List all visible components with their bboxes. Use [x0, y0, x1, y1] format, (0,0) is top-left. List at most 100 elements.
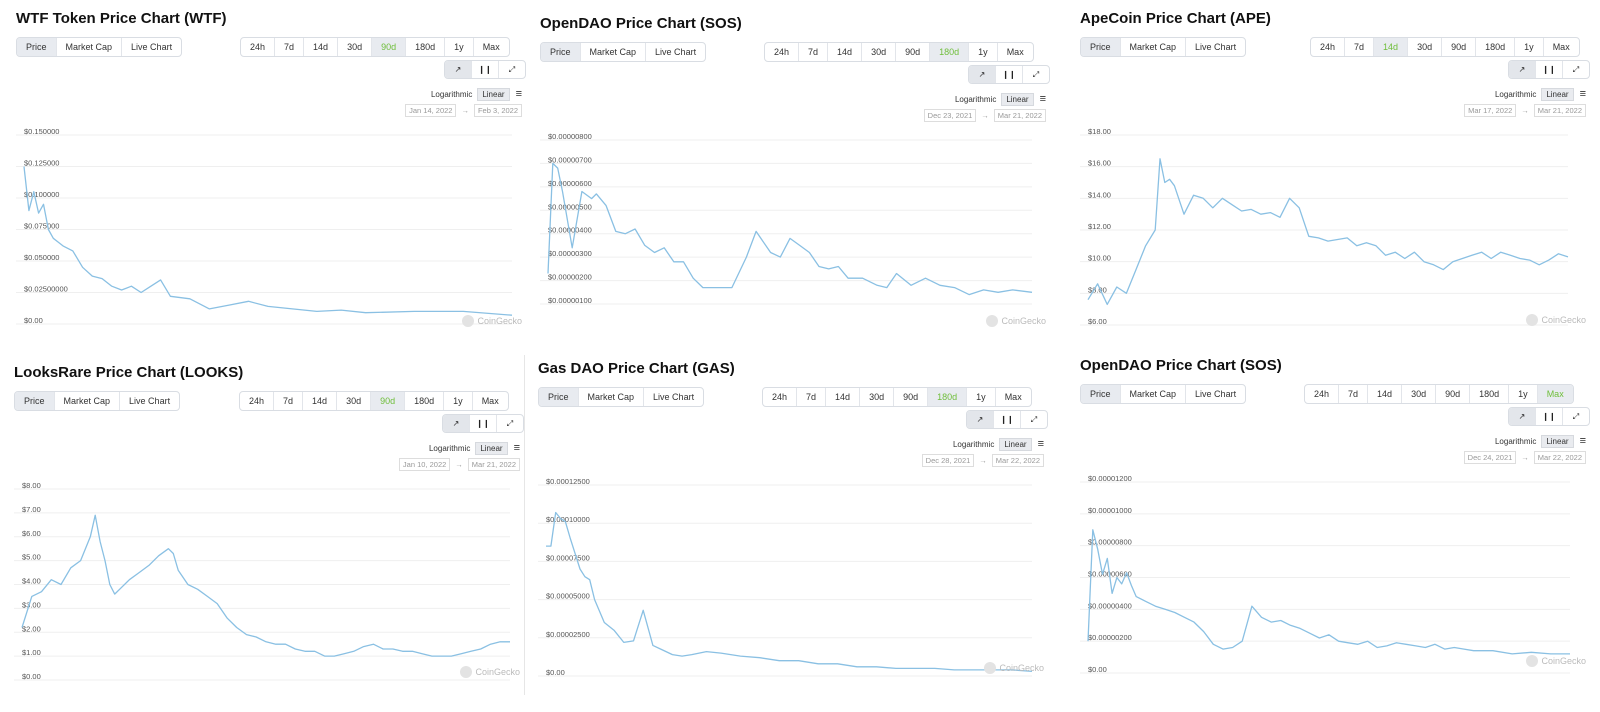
range-90d-button[interactable]: 90d [893, 388, 927, 406]
range-180d-button[interactable]: 180d [405, 38, 444, 56]
range-180d-button[interactable]: 180d [1475, 38, 1514, 56]
tab-live-chart[interactable]: Live Chart [119, 392, 179, 410]
fullscreen-icon[interactable]: ⤢ [496, 415, 523, 432]
linear-option[interactable]: Linear [477, 88, 510, 101]
range-24h-button[interactable]: 24h [772, 392, 788, 402]
fullscreen-icon[interactable]: ⤢ [1022, 66, 1049, 83]
logarithmic-option[interactable]: Logarithmic [1494, 437, 1537, 446]
range-24h-button[interactable]: 24h [250, 42, 266, 52]
hamburger-menu-icon[interactable]: ≡ [1037, 438, 1044, 450]
range-30d-button[interactable]: 30d [337, 38, 371, 56]
line-chart-icon[interactable]: ↗ [443, 415, 469, 432]
range-max-button[interactable]: Max [472, 38, 509, 56]
range-30d-button[interactable]: 30d [1407, 38, 1441, 56]
candlestick-icon[interactable]: ❙❙ [471, 61, 498, 78]
tab-market-cap[interactable]: Market Cap [53, 392, 120, 410]
candlestick-icon[interactable]: ❙❙ [993, 411, 1020, 428]
linear-option[interactable]: Linear [1541, 435, 1574, 448]
range-24h-button[interactable]: 24h [1320, 42, 1336, 52]
date-from-input[interactable]: Dec 24, 2021 [1463, 451, 1517, 464]
date-to-input[interactable]: Mar 21, 2022 [1533, 104, 1586, 117]
linear-option[interactable]: Linear [999, 438, 1032, 451]
fullscreen-icon[interactable]: ⤢ [498, 61, 525, 78]
range-7d-button[interactable]: 7d [1338, 385, 1367, 403]
date-to-input[interactable]: Mar 21, 2022 [993, 109, 1046, 122]
hamburger-menu-icon[interactable]: ≡ [513, 442, 520, 454]
range-1y-button[interactable]: 1y [1514, 38, 1543, 56]
range-180d-button[interactable]: 180d [929, 43, 969, 61]
range-max-button[interactable]: Max [994, 388, 1031, 406]
range-30d-button[interactable]: 30d [859, 388, 893, 406]
date-from-input[interactable]: Dec 23, 2021 [923, 109, 977, 122]
range-24h-button[interactable]: 24h [774, 47, 790, 57]
tab-market-cap[interactable]: Market Cap [1119, 38, 1186, 56]
price-chart[interactable]: $18.00 $16.00 $14.00 $12.00 $10.00 $8.00 $6.00 [1080, 127, 1569, 339]
line-chart-icon[interactable]: ↗ [967, 411, 993, 428]
tab-live-chart[interactable]: Live Chart [121, 38, 181, 56]
line-chart-icon[interactable]: ↗ [1509, 61, 1535, 78]
linear-option[interactable]: Linear [1541, 88, 1574, 101]
range-14d-button[interactable]: 14d [303, 38, 337, 56]
range-30d-button[interactable]: 30d [1401, 385, 1435, 403]
price-chart[interactable]: $8.00 $7.00 $6.00 $5.00 $4.00 $3.00 $2.00 $1.00… [14, 481, 510, 694]
logarithmic-option[interactable]: Logarithmic [1494, 90, 1537, 99]
range-14d-button[interactable]: 14d [825, 388, 859, 406]
range-7d-button[interactable]: 7d [1344, 38, 1373, 56]
logarithmic-option[interactable]: Logarithmic [952, 440, 995, 449]
tab-market-cap[interactable]: Market Cap [577, 388, 644, 406]
tab-price[interactable]: Price [1081, 38, 1120, 56]
range-24h-button[interactable]: 24h [1314, 389, 1330, 399]
range-90d-button[interactable]: 90d [1441, 38, 1475, 56]
range-90d-button[interactable]: 90d [895, 43, 929, 61]
fullscreen-icon[interactable]: ⤢ [1562, 61, 1589, 78]
tab-market-cap[interactable]: Market Cap [55, 38, 122, 56]
range-7d-button[interactable]: 7d [798, 43, 827, 61]
linear-option[interactable]: Linear [475, 442, 508, 455]
range-max-button[interactable]: Max [471, 392, 508, 410]
range-14d-button[interactable]: 14d [302, 392, 336, 410]
range-14d-button[interactable]: 14d [1373, 38, 1408, 56]
logarithmic-option[interactable]: Logarithmic [954, 95, 997, 104]
line-chart-icon[interactable]: ↗ [1509, 408, 1535, 425]
range-7d-button[interactable]: 7d [796, 388, 825, 406]
linear-option[interactable]: Linear [1001, 93, 1034, 106]
date-to-input[interactable]: Feb 3, 2022 [473, 104, 522, 117]
hamburger-menu-icon[interactable]: ≡ [1039, 93, 1046, 105]
hamburger-menu-icon[interactable]: ≡ [515, 88, 522, 100]
line-chart-icon[interactable]: ↗ [969, 66, 995, 83]
hamburger-menu-icon[interactable]: ≡ [1579, 435, 1586, 447]
line-chart-icon[interactable]: ↗ [445, 61, 471, 78]
range-7d-button[interactable]: 7d [274, 38, 303, 56]
range-180d-button[interactable]: 180d [1469, 385, 1508, 403]
range-24h-button[interactable]: 24h [249, 396, 265, 406]
range-max-button[interactable]: Max [996, 43, 1033, 61]
range-1y-button[interactable]: 1y [443, 392, 472, 410]
tab-market-cap[interactable]: Market Cap [1119, 385, 1186, 403]
price-chart[interactable]: $0.00012500 $0.00010000 $0.00007500 $0.0000… [538, 477, 1033, 690]
range-14d-button[interactable]: 14d [1367, 385, 1401, 403]
candlestick-icon[interactable]: ❙❙ [469, 415, 496, 432]
tab-live-chart[interactable]: Live Chart [643, 388, 703, 406]
range-180d-button[interactable]: 180d [927, 388, 967, 406]
date-from-input[interactable]: Mar 17, 2022 [1464, 104, 1517, 117]
range-90d-button[interactable]: 90d [1435, 385, 1469, 403]
date-to-input[interactable]: Mar 22, 2022 [991, 454, 1044, 467]
candlestick-icon[interactable]: ❙❙ [1535, 408, 1562, 425]
range-1y-button[interactable]: 1y [966, 388, 995, 406]
tab-live-chart[interactable]: Live Chart [1185, 385, 1245, 403]
price-chart[interactable]: $0.00001200 $0.00001000 $0.00000800 $0.0000… [1080, 474, 1570, 687]
range-14d-button[interactable]: 14d [827, 43, 861, 61]
logarithmic-option[interactable]: Logarithmic [428, 444, 471, 453]
candlestick-icon[interactable]: ❙❙ [995, 66, 1022, 83]
logarithmic-option[interactable]: Logarithmic [430, 90, 473, 99]
date-to-input[interactable]: Mar 22, 2022 [1533, 451, 1586, 464]
range-90d-button[interactable]: 90d [371, 38, 406, 56]
price-chart[interactable]: $0.00000800 $0.00000700 $0.00000600 $0.0000… [540, 132, 1033, 318]
date-to-input[interactable]: Mar 21, 2022 [467, 458, 520, 471]
fullscreen-icon[interactable]: ⤢ [1020, 411, 1047, 428]
tab-price[interactable]: Price [1081, 385, 1120, 403]
range-180d-button[interactable]: 180d [404, 392, 443, 410]
range-1y-button[interactable]: 1y [444, 38, 473, 56]
tab-market-cap[interactable]: Market Cap [579, 43, 646, 61]
candlestick-icon[interactable]: ❙❙ [1535, 61, 1562, 78]
